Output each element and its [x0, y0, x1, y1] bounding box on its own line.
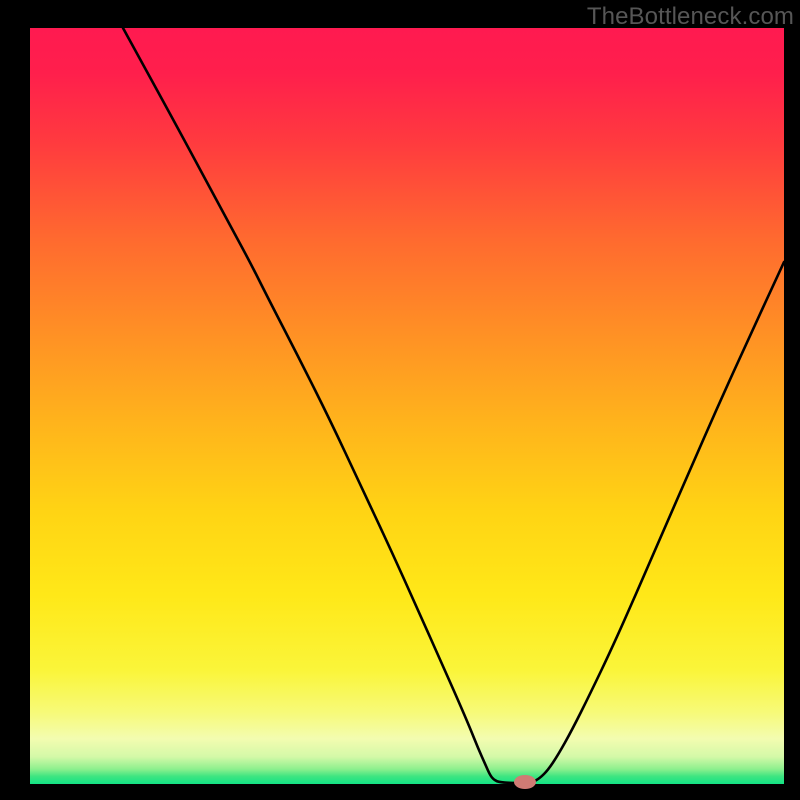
chart-background-gradient: [30, 28, 784, 784]
bottleneck-v-curve-chart: [0, 0, 800, 800]
watermark-text: TheBottleneck.com: [587, 3, 794, 31]
chart-frame: TheBottleneck.com: [0, 0, 800, 800]
optimal-point-marker: [514, 775, 536, 789]
